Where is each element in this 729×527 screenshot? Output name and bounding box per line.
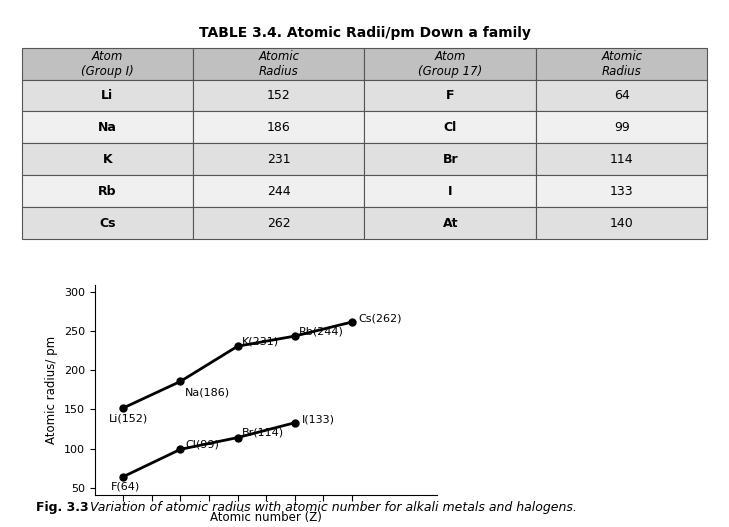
Text: Atomic
Radius: Atomic Radius <box>601 50 642 77</box>
FancyBboxPatch shape <box>364 175 536 207</box>
FancyBboxPatch shape <box>364 207 536 239</box>
Text: Cs: Cs <box>99 217 116 230</box>
FancyBboxPatch shape <box>193 48 364 80</box>
Text: I(133): I(133) <box>302 415 335 425</box>
Text: F(64): F(64) <box>111 481 140 491</box>
Text: Br: Br <box>443 153 458 166</box>
FancyBboxPatch shape <box>193 112 364 143</box>
FancyBboxPatch shape <box>536 207 707 239</box>
Text: Li: Li <box>101 89 114 102</box>
Text: 114: 114 <box>610 153 634 166</box>
Text: Variation of atomic radius with atomic number for alkali metals and halogens.: Variation of atomic radius with atomic n… <box>86 501 577 514</box>
FancyBboxPatch shape <box>193 207 364 239</box>
Text: Atomic
Radius: Atomic Radius <box>258 50 300 77</box>
FancyBboxPatch shape <box>193 143 364 175</box>
Text: 133: 133 <box>610 184 634 198</box>
Text: 140: 140 <box>610 217 634 230</box>
Text: At: At <box>443 217 458 230</box>
FancyBboxPatch shape <box>536 143 707 175</box>
Text: 231: 231 <box>267 153 291 166</box>
Text: Cl(99): Cl(99) <box>185 440 219 450</box>
FancyBboxPatch shape <box>536 175 707 207</box>
Y-axis label: Atomic radius/ pm: Atomic radius/ pm <box>45 336 58 444</box>
Text: Rb(244): Rb(244) <box>299 326 344 336</box>
FancyBboxPatch shape <box>364 143 536 175</box>
Text: I: I <box>448 184 453 198</box>
Text: Atom
(Group I): Atom (Group I) <box>81 50 133 77</box>
Text: 64: 64 <box>614 89 630 102</box>
FancyBboxPatch shape <box>193 80 364 112</box>
Text: Fig. 3.3: Fig. 3.3 <box>36 501 89 514</box>
Text: Li(152): Li(152) <box>109 414 148 424</box>
FancyBboxPatch shape <box>22 80 193 112</box>
FancyBboxPatch shape <box>536 48 707 80</box>
X-axis label: Atomic number (Z): Atomic number (Z) <box>210 511 322 524</box>
FancyBboxPatch shape <box>22 48 193 80</box>
Text: 99: 99 <box>614 121 630 134</box>
FancyBboxPatch shape <box>22 112 193 143</box>
Text: 152: 152 <box>267 89 291 102</box>
FancyBboxPatch shape <box>193 175 364 207</box>
FancyBboxPatch shape <box>536 112 707 143</box>
FancyBboxPatch shape <box>364 48 536 80</box>
Text: Na: Na <box>98 121 117 134</box>
FancyBboxPatch shape <box>22 143 193 175</box>
Text: Na(186): Na(186) <box>185 387 230 397</box>
FancyBboxPatch shape <box>22 175 193 207</box>
Text: K(231): K(231) <box>242 337 279 347</box>
Text: K: K <box>103 153 112 166</box>
FancyBboxPatch shape <box>364 112 536 143</box>
Text: 262: 262 <box>267 217 291 230</box>
Text: Atom
(Group 17): Atom (Group 17) <box>418 50 483 77</box>
Text: Br(114): Br(114) <box>242 428 284 438</box>
Text: Rb: Rb <box>98 184 117 198</box>
Text: Cl: Cl <box>444 121 457 134</box>
FancyBboxPatch shape <box>22 207 193 239</box>
Text: 244: 244 <box>267 184 291 198</box>
FancyBboxPatch shape <box>536 80 707 112</box>
FancyBboxPatch shape <box>364 80 536 112</box>
Text: 186: 186 <box>267 121 291 134</box>
Text: TABLE 3.4. Atomic Radii/pm Down a family: TABLE 3.4. Atomic Radii/pm Down a family <box>198 25 531 40</box>
Text: Cs(262): Cs(262) <box>359 314 402 324</box>
Text: F: F <box>446 89 454 102</box>
